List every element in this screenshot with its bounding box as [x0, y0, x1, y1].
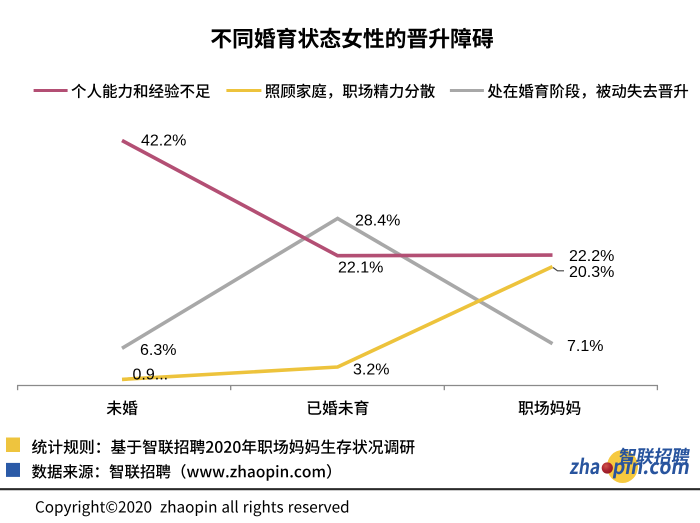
svg-text:7.1%: 7.1%: [567, 338, 603, 355]
svg-text:20.3%: 20.3%: [569, 264, 614, 281]
svg-text:0.9...: 0.9...: [133, 367, 169, 384]
svg-text:22.2%: 22.2%: [569, 248, 614, 265]
svg-text:22.1%: 22.1%: [338, 260, 383, 277]
svg-text:28.4%: 28.4%: [355, 213, 400, 230]
svg-text:6.3%: 6.3%: [140, 342, 176, 359]
svg-text:3.2%: 3.2%: [353, 362, 389, 379]
svg-text:42.2%: 42.2%: [141, 133, 186, 150]
